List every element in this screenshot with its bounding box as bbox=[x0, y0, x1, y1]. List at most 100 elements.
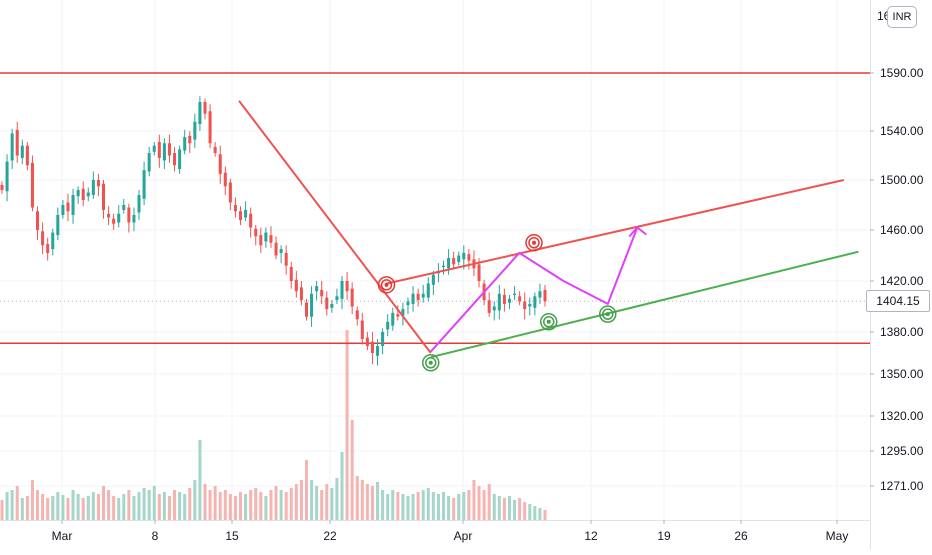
pivot-marker-dot bbox=[428, 360, 433, 365]
volume-bar bbox=[345, 330, 349, 520]
volume-bar bbox=[310, 480, 314, 520]
volume-bar bbox=[223, 490, 227, 520]
volume-bar bbox=[279, 490, 283, 520]
candle-body bbox=[335, 296, 339, 301]
candle-body bbox=[350, 288, 354, 307]
candle-body bbox=[41, 231, 45, 246]
candle-body bbox=[244, 210, 248, 218]
volume-bar bbox=[254, 488, 258, 520]
volume-bar bbox=[61, 495, 65, 520]
candle-body bbox=[147, 153, 151, 172]
volume-bar bbox=[218, 492, 222, 520]
candle-body bbox=[274, 242, 278, 256]
volume-bar bbox=[238, 492, 243, 520]
candle-body bbox=[518, 296, 522, 302]
candle-body bbox=[538, 291, 542, 298]
volume-bar bbox=[523, 502, 527, 520]
candle-body bbox=[284, 252, 288, 266]
projection-arrowhead bbox=[628, 226, 647, 238]
volume-bar bbox=[91, 492, 95, 520]
volume-bar bbox=[538, 508, 542, 520]
candle-body bbox=[91, 180, 95, 195]
volume-bar bbox=[477, 486, 481, 520]
candle-body bbox=[61, 205, 65, 215]
volume-bar bbox=[30, 480, 34, 520]
candle-body bbox=[254, 228, 258, 237]
volume-bar bbox=[386, 494, 390, 520]
volume-bar bbox=[365, 484, 369, 520]
candle-body bbox=[188, 135, 192, 144]
candle-body bbox=[294, 279, 298, 292]
currency-button[interactable]: INR bbox=[887, 6, 917, 28]
candle-body bbox=[46, 244, 50, 253]
volume-bar bbox=[355, 476, 359, 520]
candle-body bbox=[401, 309, 405, 316]
candle-body bbox=[142, 170, 146, 199]
candle-body bbox=[304, 302, 309, 317]
volume-bar bbox=[137, 492, 141, 520]
x-tick-label: 26 bbox=[734, 529, 748, 543]
candle-body bbox=[10, 133, 14, 161]
candle-body bbox=[462, 252, 466, 260]
volume-bar bbox=[441, 492, 446, 520]
volume-bar bbox=[25, 496, 29, 520]
volume-bar bbox=[127, 490, 131, 520]
volume-bar bbox=[376, 482, 380, 520]
candle-body bbox=[391, 312, 395, 326]
candle-body bbox=[213, 146, 217, 154]
volume-bar bbox=[213, 486, 217, 520]
candle-body bbox=[117, 213, 121, 223]
volume-bar bbox=[259, 492, 263, 520]
y-tick-label: 1380.00 bbox=[880, 325, 924, 339]
candle-body bbox=[477, 264, 481, 281]
candle-body bbox=[96, 180, 100, 187]
volume-bar bbox=[487, 484, 491, 520]
candle-body bbox=[71, 195, 75, 215]
volume-bar bbox=[56, 492, 60, 520]
trend-annotations bbox=[238, 100, 859, 372]
volume-bar bbox=[178, 492, 182, 520]
candle-body bbox=[264, 232, 268, 242]
volume-bar bbox=[157, 494, 161, 520]
candle-body bbox=[452, 258, 456, 265]
candle-body bbox=[411, 293, 415, 304]
volume-bar bbox=[447, 496, 451, 520]
volume-bar bbox=[497, 496, 501, 520]
candle-body bbox=[203, 102, 207, 114]
candle-body bbox=[426, 283, 430, 298]
volume-bar bbox=[462, 492, 466, 520]
volume-bar bbox=[416, 492, 420, 520]
candle-body bbox=[112, 218, 116, 224]
candle-body bbox=[340, 281, 344, 299]
volume-bar bbox=[350, 420, 354, 520]
volume-bar bbox=[528, 504, 532, 520]
volume-bar bbox=[436, 494, 440, 520]
pivot-marker bbox=[377, 276, 396, 294]
y-tick-label: 1320.00 bbox=[880, 409, 924, 423]
volume-bar bbox=[269, 490, 273, 520]
y-tick-label: 1460.00 bbox=[880, 223, 924, 237]
candle-body bbox=[406, 301, 410, 306]
volume-bar bbox=[294, 484, 298, 520]
candle-body bbox=[320, 289, 324, 297]
candle-body bbox=[249, 213, 253, 228]
pivot-marker-dot bbox=[605, 312, 610, 317]
volume-bar bbox=[299, 480, 303, 520]
volume-bar bbox=[41, 494, 45, 520]
volume-bar bbox=[15, 486, 19, 520]
pivot-marker-inner bbox=[425, 357, 437, 369]
candle-body bbox=[310, 293, 314, 317]
volume-bar bbox=[320, 490, 324, 520]
candle-body bbox=[528, 303, 532, 307]
volume-bar bbox=[101, 486, 106, 520]
candle-body bbox=[370, 341, 374, 353]
volume-bar bbox=[107, 490, 111, 520]
last-price-badge: 1404.15 bbox=[866, 290, 930, 312]
x-tick-label: Mar bbox=[52, 529, 73, 543]
volume-bar bbox=[452, 498, 456, 520]
y-tick-label: 1540.00 bbox=[880, 124, 924, 138]
volume-bar bbox=[96, 494, 100, 520]
x-tick-label: 8 bbox=[152, 529, 159, 543]
y-tick-label: 1590.00 bbox=[880, 66, 924, 80]
